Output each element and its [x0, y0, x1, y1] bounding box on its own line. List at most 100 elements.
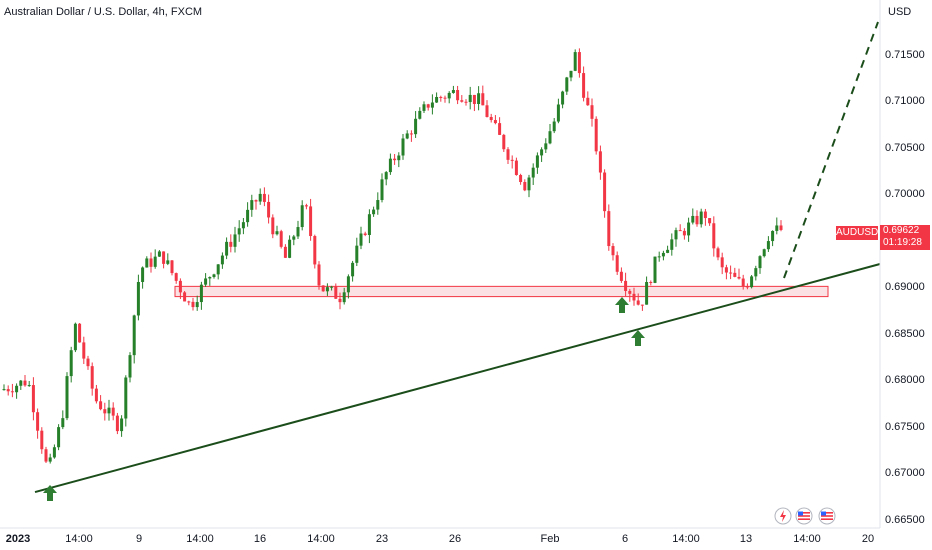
candle [653, 256, 657, 284]
candle [162, 251, 166, 269]
candle [10, 383, 14, 398]
time-tick-label: 14:00 [672, 533, 700, 545]
candle [674, 227, 678, 247]
candle [351, 260, 355, 282]
price-tick-label: 0.70000 [885, 188, 925, 201]
candle [300, 200, 304, 231]
candle [304, 203, 308, 210]
candle [485, 100, 489, 118]
candle [241, 217, 245, 235]
candle [628, 288, 632, 302]
candle [111, 402, 115, 421]
us-flag-icon[interactable] [818, 507, 836, 525]
candle [65, 372, 69, 421]
time-tick-label: 14:00 [186, 533, 214, 545]
candle [733, 267, 737, 278]
candle [426, 103, 430, 111]
candle [40, 427, 44, 454]
candle [498, 117, 502, 136]
candle [325, 283, 329, 296]
candle [645, 276, 649, 305]
candle [90, 362, 94, 396]
candle [729, 265, 733, 280]
candle [372, 206, 376, 217]
candle [48, 453, 52, 464]
candle [771, 230, 775, 247]
support-zone[interactable] [174, 285, 829, 298]
candle [363, 231, 367, 237]
candle [775, 217, 779, 235]
trendline[interactable] [34, 263, 881, 494]
candle [502, 133, 506, 152]
time-tick-label: 2023 [5, 533, 31, 545]
candle [321, 285, 325, 292]
candle [271, 214, 275, 239]
candle [393, 154, 397, 165]
candle [724, 264, 728, 280]
candle [170, 259, 174, 276]
candle [258, 188, 262, 205]
time-tick-label: 23 [375, 533, 389, 545]
candle [779, 220, 783, 232]
time-tick-label: 6 [621, 533, 629, 545]
candle [275, 225, 279, 236]
candle [208, 276, 212, 286]
candle [414, 111, 418, 138]
candle [380, 173, 384, 203]
candle [183, 290, 187, 302]
candle [216, 264, 220, 280]
candle [115, 412, 119, 435]
candle [745, 283, 749, 290]
candle [720, 252, 724, 275]
time-tick-label: 26 [448, 533, 462, 545]
candle [514, 157, 518, 176]
price-tick-label: 0.69000 [885, 281, 925, 294]
candle [632, 287, 636, 306]
candle [388, 153, 392, 175]
candle [44, 446, 48, 464]
candle [15, 383, 19, 399]
candle [73, 322, 77, 353]
up-arrow-marker[interactable] [615, 297, 629, 313]
candle [334, 283, 338, 300]
candle [703, 208, 707, 226]
candle [78, 322, 82, 343]
candle [36, 408, 40, 439]
candle [565, 76, 569, 95]
candle [493, 115, 497, 125]
time-tick-label: 20 [861, 533, 875, 545]
candle [283, 244, 287, 259]
candle [506, 147, 510, 165]
candle [611, 243, 615, 261]
us-flag-icon[interactable] [795, 507, 813, 525]
candle [229, 234, 233, 253]
candle [99, 395, 103, 411]
candle [422, 101, 426, 113]
candle [397, 152, 401, 168]
candle [573, 49, 577, 72]
time-tick-label: 16 [253, 533, 267, 545]
candle [195, 295, 199, 311]
candle [527, 174, 531, 198]
last-price-value: 0.69622 [883, 225, 920, 236]
candle [430, 94, 434, 115]
candle [531, 163, 535, 185]
candle [220, 252, 224, 269]
candle [174, 272, 178, 284]
candle [435, 92, 439, 103]
candle [401, 134, 405, 160]
candle [666, 245, 670, 254]
up-arrow-marker[interactable] [631, 330, 645, 346]
candle [590, 98, 594, 127]
lightning-icon[interactable] [774, 507, 792, 525]
projection-line[interactable] [783, 21, 879, 279]
up-arrow-marker[interactable] [43, 485, 57, 501]
price-tick-label: 0.68000 [885, 374, 925, 387]
candle [376, 192, 380, 215]
candle [712, 216, 716, 257]
candle [330, 285, 334, 291]
candle [145, 256, 149, 268]
candle [695, 210, 699, 227]
last-price-label: 0.69622 01:19:28 [880, 225, 930, 250]
